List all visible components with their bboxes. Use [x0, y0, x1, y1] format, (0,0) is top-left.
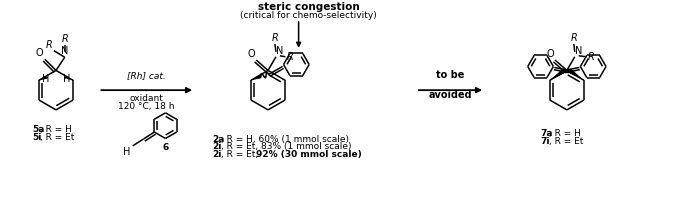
- Text: , R = Et, 83% (1 mmol scale): , R = Et, 83% (1 mmol scale): [221, 142, 351, 152]
- Text: , R = H, 60% (1 mmol scale): , R = H, 60% (1 mmol scale): [221, 135, 348, 144]
- Polygon shape: [39, 76, 47, 80]
- Text: , R = Et: , R = Et: [40, 133, 75, 142]
- Polygon shape: [568, 68, 584, 80]
- Text: N: N: [576, 46, 582, 56]
- Text: , R = H: , R = H: [40, 125, 72, 134]
- Text: , R = H: , R = H: [549, 129, 581, 138]
- Text: , R = Et: , R = Et: [549, 137, 584, 145]
- Text: R: R: [272, 33, 279, 43]
- Text: H: H: [123, 147, 131, 157]
- Text: R: R: [588, 52, 594, 62]
- Text: N: N: [61, 46, 69, 56]
- Text: O: O: [248, 49, 255, 59]
- Text: 92% (30 mmol scale): 92% (30 mmol scale): [256, 150, 362, 159]
- Text: 6: 6: [163, 143, 169, 152]
- Text: H: H: [62, 74, 70, 84]
- Text: steric congestion: steric congestion: [258, 2, 359, 12]
- Text: R: R: [61, 35, 68, 44]
- Text: N: N: [276, 46, 284, 56]
- Polygon shape: [251, 75, 261, 80]
- Text: to be: to be: [436, 70, 464, 80]
- Text: 7a: 7a: [541, 129, 553, 138]
- Text: 2i: 2i: [212, 142, 221, 152]
- Text: H: H: [42, 74, 49, 84]
- Text: 5a: 5a: [32, 125, 45, 134]
- Text: O: O: [547, 49, 554, 59]
- Polygon shape: [549, 68, 566, 80]
- Text: [Rh] cat.: [Rh] cat.: [128, 71, 166, 80]
- Text: R: R: [286, 52, 293, 62]
- Text: 2i: 2i: [212, 150, 221, 159]
- Text: 2a: 2a: [212, 135, 224, 144]
- Text: (critical for chemo-selectivity): (critical for chemo-selectivity): [240, 11, 377, 20]
- Text: , R = Et,: , R = Et,: [221, 150, 261, 159]
- Text: 7i: 7i: [541, 137, 549, 145]
- Text: oxidant: oxidant: [130, 94, 164, 103]
- Text: 5i: 5i: [32, 133, 42, 142]
- Text: avoided: avoided: [429, 90, 473, 100]
- Text: R: R: [570, 33, 577, 43]
- Text: R: R: [46, 40, 53, 50]
- Text: O: O: [35, 48, 43, 58]
- Text: 120 °C, 18 h: 120 °C, 18 h: [119, 102, 175, 111]
